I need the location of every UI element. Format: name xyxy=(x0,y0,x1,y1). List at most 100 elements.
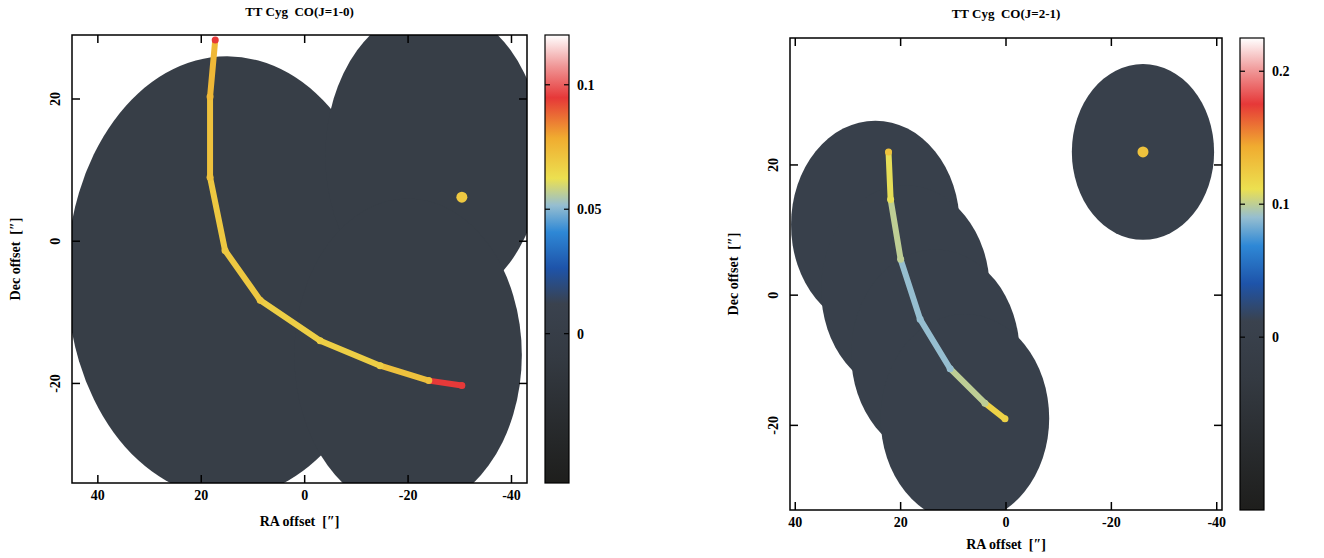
shell-point xyxy=(887,196,894,203)
y-tick xyxy=(790,294,798,296)
x-tick xyxy=(511,35,513,43)
colorbar-tick xyxy=(1240,71,1245,72)
y-tick xyxy=(519,240,527,242)
plot-area xyxy=(72,35,527,483)
x-tick xyxy=(304,35,306,43)
colorbar-tick xyxy=(564,333,569,334)
coverage-field xyxy=(294,199,522,483)
x-tick xyxy=(511,475,513,483)
shell-point xyxy=(425,377,432,384)
coverage-field xyxy=(881,314,1050,510)
y-tick xyxy=(519,383,527,385)
colorbar xyxy=(545,35,569,483)
coverage-field xyxy=(1072,64,1214,240)
plot-frame xyxy=(72,35,527,483)
x-tick xyxy=(1216,502,1218,510)
shell-segment xyxy=(225,250,260,300)
shell-point xyxy=(1001,415,1008,422)
x-tick xyxy=(407,475,409,483)
shell-segment xyxy=(985,403,1005,419)
x-tick xyxy=(201,475,203,483)
shell-segment xyxy=(891,199,901,259)
panel: 40200-20-40200-20TT Cyg CO(J=1-0)RA offs… xyxy=(8,4,602,529)
colorbar-tick-label: 0.05 xyxy=(577,202,602,217)
shell-segment xyxy=(920,319,950,368)
y-tick-label: -20 xyxy=(766,416,781,435)
colorbar-tick-label: 0 xyxy=(1272,330,1279,345)
shell-point xyxy=(377,362,384,369)
colorbar xyxy=(1240,38,1264,510)
shell-point xyxy=(917,316,924,323)
shell-segment xyxy=(889,152,891,200)
x-tick-label: -20 xyxy=(399,488,418,503)
point-source xyxy=(1137,146,1148,157)
colorbar-tick xyxy=(1259,71,1264,72)
y-tick-label: -20 xyxy=(48,374,63,393)
colorbar-tick xyxy=(545,333,550,334)
shell-segment xyxy=(950,369,985,404)
y-tick xyxy=(72,240,80,242)
x-tick xyxy=(795,502,797,510)
colorbar-tick xyxy=(1240,204,1245,205)
x-tick-label: 20 xyxy=(194,488,208,503)
x-tick xyxy=(97,35,99,43)
colorbar-tick-label: 0.1 xyxy=(1272,197,1290,212)
colorbar-frame xyxy=(1240,38,1264,510)
x-tick xyxy=(304,475,306,483)
y-tick-label: 20 xyxy=(766,158,781,172)
y-tick xyxy=(72,383,80,385)
x-tick-label: 40 xyxy=(91,488,105,503)
shell-segment xyxy=(380,366,429,381)
shell-point xyxy=(212,36,219,43)
y-tick xyxy=(1214,164,1222,166)
y-tick xyxy=(1214,425,1222,427)
shell-point xyxy=(981,400,988,407)
x-tick-label: 20 xyxy=(894,515,908,530)
shell-point xyxy=(207,93,214,100)
shell-point xyxy=(885,148,892,155)
colorbar-tick-label: 0 xyxy=(577,327,584,342)
x-tick xyxy=(795,38,797,46)
shell-segment xyxy=(210,177,225,250)
shell-segment xyxy=(260,300,320,341)
shell-point xyxy=(458,382,465,389)
x-tick xyxy=(1005,502,1007,510)
y-tick xyxy=(790,164,798,166)
shell-point xyxy=(222,247,229,254)
shell-segment xyxy=(429,381,462,386)
colorbar-tick xyxy=(564,209,569,210)
colorbar-frame xyxy=(545,35,569,483)
y-tick xyxy=(790,425,798,427)
x-tick-label: 0 xyxy=(301,488,308,503)
y-tick xyxy=(1214,294,1222,296)
x-tick-label: -20 xyxy=(1102,515,1121,530)
shell-segment xyxy=(210,40,215,97)
x-tick xyxy=(407,35,409,43)
x-tick xyxy=(1111,502,1113,510)
x-tick xyxy=(201,35,203,43)
y-axis-title: Dec offset [″] xyxy=(8,218,23,301)
y-tick-label: 0 xyxy=(48,238,63,245)
shell-point xyxy=(897,256,904,263)
colorbar-tick-label: 0.2 xyxy=(1272,64,1290,79)
shell-segment xyxy=(320,341,380,366)
x-tick-label: -40 xyxy=(1207,515,1226,530)
colorbar-tick xyxy=(1259,204,1264,205)
x-tick xyxy=(1005,38,1007,46)
y-tick-label: 20 xyxy=(48,92,63,106)
plot-area xyxy=(791,64,1214,510)
x-axis-title: RA offset [″] xyxy=(260,514,340,529)
title: TT Cyg CO(J=2-1) xyxy=(952,6,1061,21)
y-tick xyxy=(519,98,527,100)
y-tick xyxy=(72,98,80,100)
shell-segment xyxy=(207,97,213,177)
colorbar-tick xyxy=(545,84,550,85)
figure: 40200-20-40200-20TT Cyg CO(J=1-0)RA offs… xyxy=(0,0,1324,558)
panel: 40200-20-40200-20TT Cyg CO(J=2-1)RA offs… xyxy=(726,6,1290,552)
shell-segment xyxy=(901,259,920,319)
x-tick xyxy=(1111,38,1113,46)
x-tick xyxy=(97,475,99,483)
colorbar-tick xyxy=(1259,337,1264,338)
y-tick-label: 0 xyxy=(766,292,781,299)
colorbar-tick xyxy=(564,84,569,85)
